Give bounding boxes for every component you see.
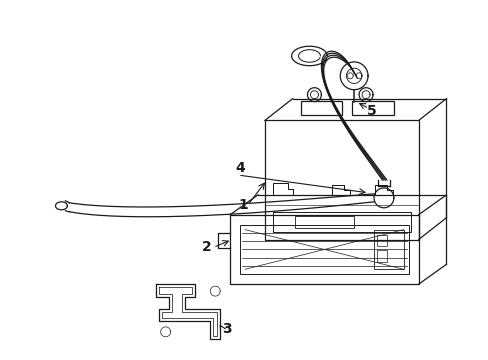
Bar	[294, 216, 353, 228]
Text: 5: 5	[366, 104, 376, 118]
Bar	[230, 215, 418, 284]
Bar	[351, 100, 393, 114]
Bar	[264, 121, 418, 239]
Text: 4: 4	[235, 161, 244, 175]
Bar	[376, 235, 386, 247]
Bar	[272, 212, 410, 231]
Bar	[376, 251, 386, 262]
Text: 2: 2	[202, 240, 212, 255]
Bar	[373, 230, 403, 269]
Text: 1: 1	[238, 198, 247, 212]
Bar	[300, 100, 342, 114]
Text: 3: 3	[222, 322, 231, 336]
Bar	[240, 225, 408, 274]
